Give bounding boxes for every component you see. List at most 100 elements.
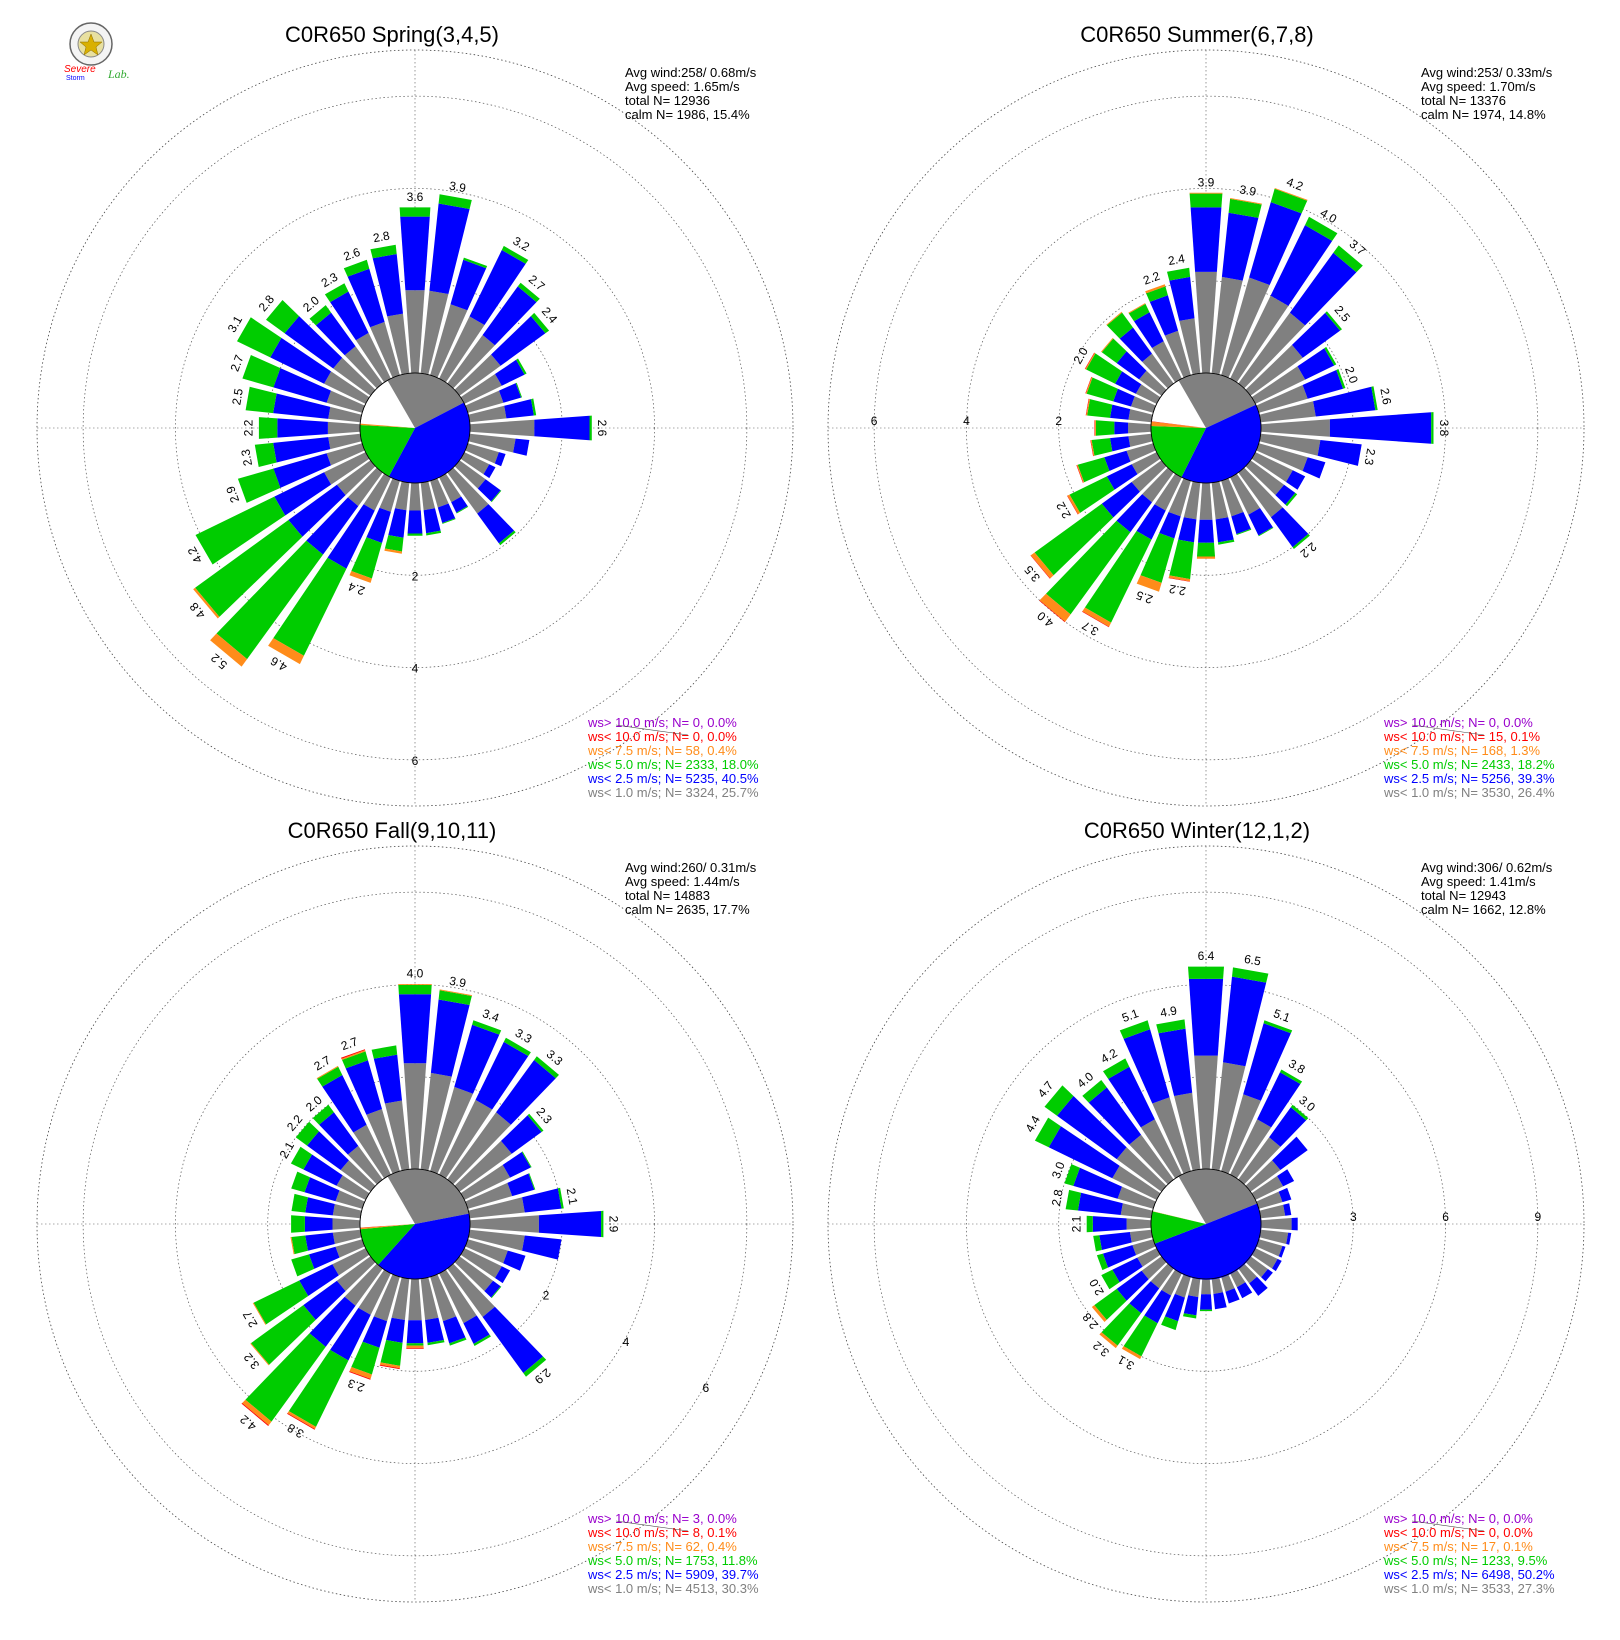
radial-tick-label: 6 bbox=[703, 1381, 710, 1395]
sector-bar-segment bbox=[370, 321, 400, 378]
legend-entry: ws< 7.5 m/s; N= 58, 0.4% bbox=[587, 743, 737, 758]
sector-bar-segment bbox=[1178, 517, 1197, 543]
sector-bar-segment bbox=[332, 1218, 361, 1230]
radial-tick-label: 9 bbox=[1535, 1210, 1542, 1224]
sector-bar-segment bbox=[465, 1182, 513, 1209]
sector-bar-segment bbox=[287, 1411, 316, 1429]
sector-bar-segment bbox=[447, 1112, 511, 1185]
sector-bar-segment bbox=[504, 399, 534, 419]
sector-bar-segment bbox=[1270, 225, 1333, 306]
sector-bar-segment bbox=[1179, 318, 1201, 375]
sector-total-label: 4.2 bbox=[1285, 175, 1306, 194]
sector-bar-segment bbox=[1116, 494, 1152, 533]
sector-bar-segment bbox=[1238, 1137, 1281, 1185]
sector-bar-segment bbox=[273, 557, 347, 656]
sector-bar-segment bbox=[442, 1316, 466, 1344]
sector-bar-segment bbox=[1259, 433, 1321, 456]
sector-bar-segment bbox=[1336, 369, 1346, 389]
sector-total-label: 4.9 bbox=[1159, 1003, 1178, 1020]
sector-bar-segment bbox=[380, 1340, 403, 1366]
sector-bar-segment bbox=[439, 1099, 493, 1179]
sector-total-label: 2.8 bbox=[1049, 1188, 1066, 1207]
sector-bar-segment bbox=[341, 1049, 366, 1059]
sector-total-label: 5.1 bbox=[1272, 1006, 1293, 1025]
sector-bar-segment bbox=[1260, 1218, 1292, 1230]
sector-bar-segment bbox=[1096, 1253, 1108, 1271]
sector-bar-segment bbox=[253, 1280, 309, 1325]
sector-bar-segment bbox=[1325, 311, 1342, 331]
sector-bar-segment bbox=[304, 1216, 333, 1232]
sector-bar-segment bbox=[1221, 1094, 1261, 1174]
sector-bar-segment bbox=[1106, 312, 1133, 339]
sector-bar-segment bbox=[1117, 1186, 1156, 1209]
sector-bar-segment bbox=[557, 1187, 564, 1209]
calm-pie-slice bbox=[1152, 1211, 1206, 1224]
sector-bar-segment bbox=[1274, 188, 1308, 201]
sector-bar-segment bbox=[273, 393, 331, 419]
stats-line: calm N= 1986, 15.4% bbox=[625, 107, 750, 122]
sector-bar-segment bbox=[1085, 398, 1090, 416]
sector-bar-segment bbox=[1324, 346, 1337, 366]
sector-bar-segment bbox=[1128, 433, 1153, 447]
sector-bar-segment bbox=[482, 286, 537, 346]
sector-bar-segment bbox=[1291, 1217, 1298, 1231]
sector-bar-segment bbox=[1114, 421, 1129, 435]
sector-total-label: 5.1 bbox=[1120, 1006, 1141, 1025]
sector-bar-segment bbox=[290, 1146, 312, 1170]
sector-bar-segment bbox=[324, 452, 370, 485]
sector-bar-segment bbox=[398, 985, 432, 995]
sector-bar-segment bbox=[1086, 377, 1118, 402]
sector-bar-segment bbox=[1230, 1269, 1246, 1288]
stats-line: Avg speed: 1.44m/s bbox=[625, 874, 740, 889]
sector-total-label: 6.5 bbox=[1243, 952, 1262, 969]
sector-bar-segment bbox=[270, 337, 332, 384]
sector-bar-segment bbox=[366, 507, 391, 543]
sector-bar-segment bbox=[1121, 1346, 1142, 1360]
legend-entry: ws< 7.5 m/s; N= 168, 1.3% bbox=[1383, 743, 1541, 758]
sector-bar-segment bbox=[1087, 399, 1113, 418]
sector-bar-segment bbox=[384, 535, 404, 552]
sector-bar-segment bbox=[1095, 420, 1115, 436]
sector-bar-segment bbox=[309, 1296, 356, 1347]
sector-bar-segment bbox=[1030, 552, 1054, 579]
sector-bar-segment bbox=[589, 415, 592, 441]
calm-pie-slice bbox=[360, 1224, 415, 1265]
sector-bar-segment bbox=[1090, 440, 1095, 456]
sector-bar-segment bbox=[333, 357, 376, 396]
sector-bar-segment bbox=[291, 1215, 305, 1233]
sector-bar-segment bbox=[1084, 531, 1152, 623]
sector-total-label: 3.8 bbox=[285, 1420, 307, 1441]
sector-bar-segment bbox=[284, 316, 343, 369]
sector-total-label: 2.4 bbox=[346, 579, 367, 598]
sector-bar-segment bbox=[391, 1277, 410, 1320]
sector-bar-segment bbox=[353, 1124, 391, 1179]
sector-bar-segment bbox=[347, 467, 383, 507]
sector-bar-segment bbox=[1128, 303, 1146, 314]
sector-bar-segment bbox=[1259, 1204, 1286, 1219]
stats-line: total N= 12943 bbox=[1421, 888, 1506, 903]
sector-bar-segment bbox=[1144, 1290, 1172, 1324]
sector-bar-segment bbox=[268, 638, 304, 665]
sector-bar-segment bbox=[1152, 1097, 1191, 1174]
sector-total-label: 3.9 bbox=[448, 179, 467, 196]
sector-bar-segment bbox=[1085, 352, 1096, 370]
sector-bar-segment bbox=[405, 290, 425, 374]
sector-total-label: 2.4 bbox=[1167, 251, 1186, 268]
sector-bar-segment bbox=[1044, 1085, 1074, 1116]
sector-bar-segment bbox=[1317, 440, 1362, 466]
sector-bar-segment bbox=[442, 518, 456, 524]
sector-bar-segment bbox=[501, 1115, 542, 1154]
sector-bar-segment bbox=[1082, 1080, 1107, 1103]
sector-bar-segment bbox=[460, 1248, 502, 1278]
radial-tick-label: 2 bbox=[1055, 414, 1062, 428]
sector-bar-segment bbox=[1057, 1096, 1127, 1160]
sector-bar-segment bbox=[305, 1232, 335, 1251]
sector-bar-segment bbox=[1142, 467, 1174, 503]
sector-bar-segment bbox=[403, 1063, 427, 1170]
sector-bar-segment bbox=[288, 1349, 349, 1427]
sector-bar-segment bbox=[468, 405, 507, 423]
sector-total-label: 4.0 bbox=[1318, 206, 1340, 227]
sector-bar-segment bbox=[1094, 1288, 1127, 1320]
sector-bar-segment bbox=[1048, 1126, 1120, 1179]
